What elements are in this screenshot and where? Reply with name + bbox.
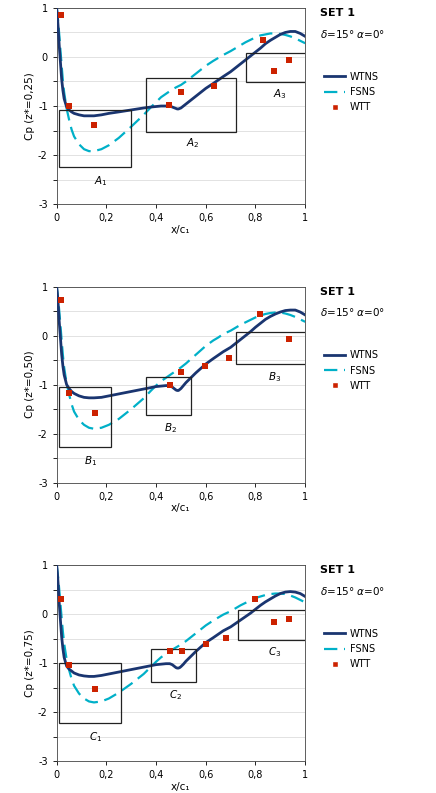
X-axis label: x/c₁: x/c₁ (171, 782, 191, 791)
Point (201, 359, 208, 372)
Point (92, 407, 99, 419)
Point (211, 80, 218, 93)
Y-axis label: Cp (z*=0,75): Cp (z*=0,75) (25, 630, 35, 697)
Bar (146, 78, 235, 132)
Point (91, 118, 98, 131)
X-axis label: x/c₁: x/c₁ (171, 224, 191, 235)
Point (226, 351, 233, 364)
Point (271, 64, 278, 77)
Point (257, 308, 264, 321)
Text: $B_1$: $B_1$ (84, 454, 97, 468)
Text: $C_1$: $C_1$ (89, 730, 102, 744)
Point (177, 366, 184, 379)
Text: $A_2$: $A_2$ (186, 136, 199, 150)
Point (286, 612, 293, 625)
Bar (238, 611, 308, 640)
Text: SET 1: SET 1 (320, 565, 355, 575)
Point (179, 645, 186, 657)
Text: $C_3$: $C_3$ (268, 646, 281, 659)
Point (286, 333, 293, 346)
Legend: WTNS, FSNS, WTT: WTNS, FSNS, WTT (320, 67, 383, 117)
Legend: WTNS, FSNS, WTT: WTNS, FSNS, WTT (320, 625, 383, 673)
Text: SET 1: SET 1 (320, 8, 355, 18)
Point (166, 645, 173, 657)
Point (166, 378, 173, 391)
Bar (146, 377, 191, 415)
Point (58, 593, 65, 606)
Text: $\delta$=15° $\alpha$=0°: $\delta$=15° $\alpha$=0° (320, 584, 385, 596)
Point (92, 682, 99, 695)
Point (252, 593, 259, 606)
Bar (59, 663, 121, 723)
Y-axis label: Cp (z*=0,25): Cp (z*=0,25) (25, 72, 35, 140)
Text: $C_2$: $C_2$ (168, 688, 182, 702)
Bar (235, 331, 308, 364)
Text: $B_2$: $B_2$ (164, 421, 177, 435)
Text: $\delta$=15° $\alpha$=0°: $\delta$=15° $\alpha$=0° (320, 306, 385, 318)
Text: $A_1$: $A_1$ (94, 174, 108, 187)
Point (222, 631, 229, 644)
Point (65, 659, 72, 672)
Text: $A_3$: $A_3$ (273, 87, 286, 102)
Bar (151, 649, 196, 682)
Legend: WTNS, FSNS, WTT: WTNS, FSNS, WTT (320, 347, 383, 395)
Point (65, 387, 72, 400)
Point (58, 9, 65, 21)
Text: SET 1: SET 1 (320, 286, 355, 297)
Point (65, 100, 72, 113)
Point (165, 98, 172, 111)
Bar (59, 387, 111, 447)
Text: $B_3$: $B_3$ (268, 370, 281, 384)
Point (177, 86, 184, 98)
Point (286, 54, 293, 67)
Point (202, 638, 209, 650)
Point (271, 615, 278, 628)
Text: $\delta$=15° $\alpha$=0°: $\delta$=15° $\alpha$=0° (320, 28, 385, 40)
Bar (59, 110, 131, 167)
Point (259, 33, 266, 46)
Bar (245, 53, 308, 82)
Point (58, 294, 65, 307)
X-axis label: x/c₁: x/c₁ (171, 503, 191, 513)
Y-axis label: Cp (z*=0,50): Cp (z*=0,50) (25, 351, 35, 419)
